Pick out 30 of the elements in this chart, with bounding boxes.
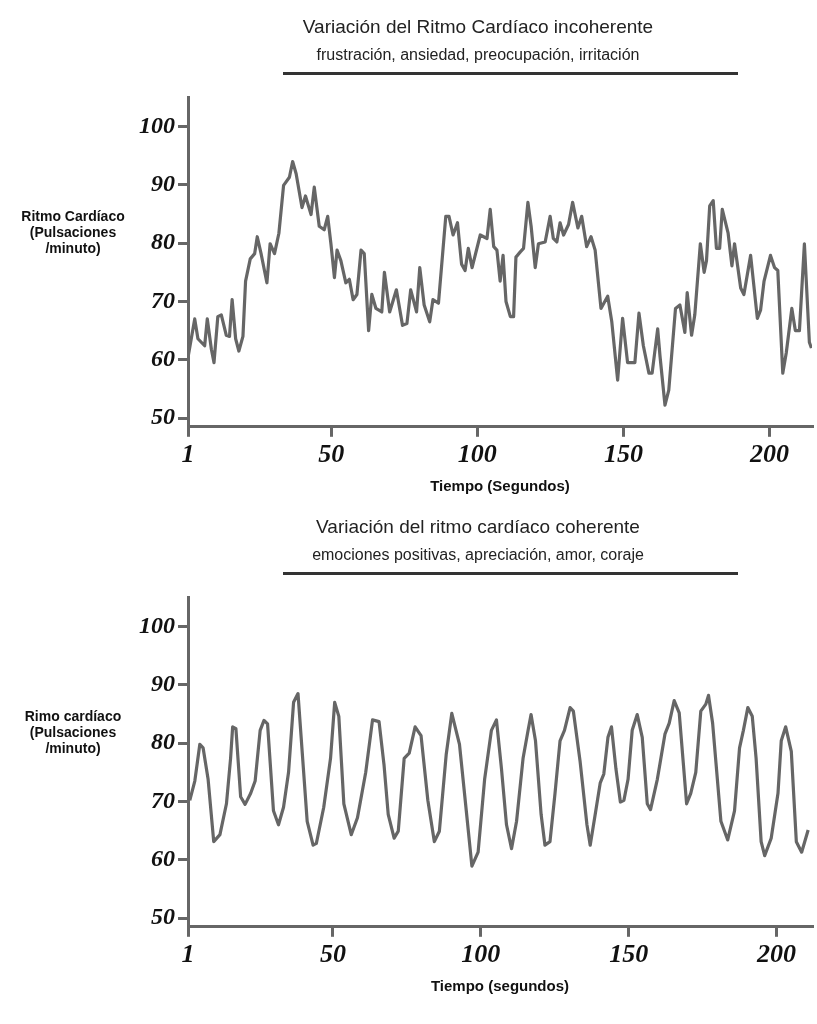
y-tick-label: 90	[151, 670, 175, 697]
y-tick-label: 50	[151, 403, 175, 430]
y-tick-label: 80	[151, 728, 175, 755]
x-tick-label: 50	[319, 939, 346, 969]
chart-title: Variación del Ritmo Cardíaco incoherente	[301, 16, 655, 38]
x-axis-title: Tiempo (segundos)	[430, 977, 570, 995]
chart-title: Variación del ritmo cardíaco coherente	[315, 516, 641, 538]
chart-subtitle: frustración, ansiedad, preocupación, irritación	[315, 46, 641, 64]
y-tick-label: 60	[151, 844, 175, 871]
y-axis-title: Ritmo Cardíaco (Pulsaciones /minuto)	[20, 208, 126, 256]
x-tick-label: 200	[749, 439, 790, 469]
x-tick-label: 150	[609, 939, 649, 969]
x-tick-label: 100	[461, 939, 501, 969]
x-tick-label: 50	[318, 439, 345, 469]
x-tick-label: 100	[457, 439, 497, 469]
x-tick-label: 1	[181, 439, 195, 469]
y-tick-label: 50	[151, 903, 175, 930]
y-tick-label: 90	[151, 170, 175, 197]
y-tick-label: 70	[151, 786, 175, 813]
y-tick-label: 70	[151, 286, 175, 313]
y-tick-label: 60	[151, 344, 175, 371]
x-tick-label: 200	[756, 939, 797, 969]
x-tick-label: 150	[603, 439, 643, 469]
chart-subtitle: emociones positivas, apreciación, amor, coraje	[311, 546, 645, 564]
x-axis-title: Tiempo (Segundos)	[430, 477, 570, 495]
y-axis-title: Rimo cardíaco (Pulsaciones /minuto)	[23, 708, 123, 756]
y-tick-label: 80	[151, 228, 175, 255]
y-tick-label: 100	[139, 111, 175, 138]
x-tick-label: 1	[181, 939, 195, 969]
y-tick-label: 100	[139, 611, 175, 638]
